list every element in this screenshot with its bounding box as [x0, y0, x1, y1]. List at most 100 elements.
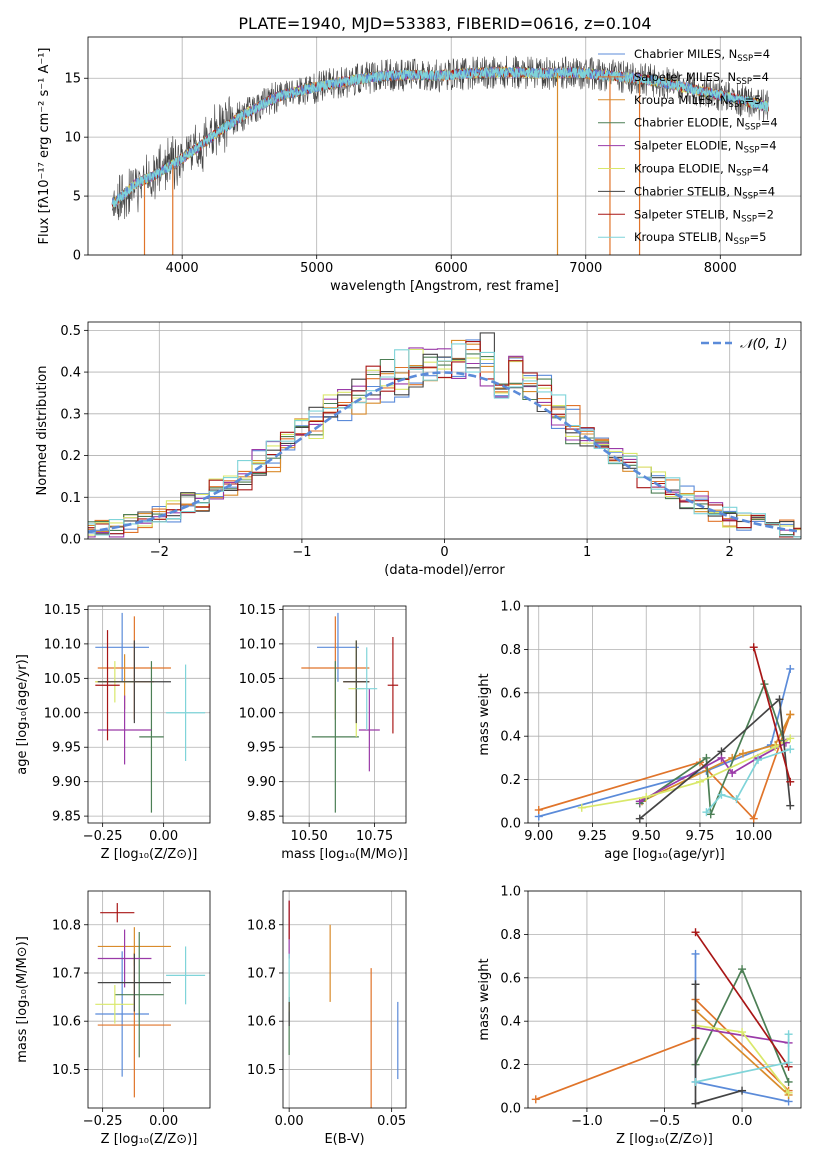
y-tick-label: 0.4	[500, 730, 521, 745]
spectrum-plot-area	[111, 55, 769, 255]
spectrum-panel: 4000 5000 6000 7000 8000 0 5 10 15 wavelength [An…	[37, 36, 802, 294]
errorbar-kroupa_elodie	[95, 985, 135, 1024]
weight-marker-kroupa_stelib	[786, 745, 795, 754]
errorbar-salpeter_elodie	[97, 695, 152, 765]
normal-reference-curve	[88, 371, 801, 533]
weight_vs_age-panel: 9.00 9.25 9.50 9.75 10.00 0.0 0.2 0.4 0.6 0.8 1.0 a…	[477, 600, 802, 862]
y-tick-label: 10.10	[44, 637, 81, 652]
x-tick-label: 4000	[166, 261, 199, 276]
x-tick-label: 1	[583, 545, 591, 560]
residuals-panel: −2 −1 0 1 2 0.0 0.1 0.2 0.3 0.4 0.5 (data-model)/er…	[35, 321, 802, 578]
errorbar-chabrier_elodie	[311, 661, 359, 813]
weight-marker-kroupa_elodie	[642, 792, 651, 801]
weight-marker-kroupa_elodie	[695, 777, 704, 786]
spectrum-series-salpeter_stelib	[111, 65, 769, 208]
errorbar-chabrier_elodie	[114, 931, 164, 1058]
errorbar-salpeter_elodie	[358, 688, 380, 772]
weight-marker-chabrier_stelib	[635, 814, 644, 823]
weight-line-salpeter_stelib	[752, 646, 792, 783]
weight-marker-chabrier_miles	[691, 949, 700, 958]
x-tick-label: 0.0	[732, 1114, 753, 1129]
axes-frame	[87, 321, 802, 540]
weight-marker-kroupa_miles	[738, 749, 747, 758]
y-tick-label: 1.0	[500, 600, 521, 615]
mass_vs_Z-panel: −0.25 0.00 10.5 10.6 10.7 10.8 Z [log₁₀(Z/Z⊙)]…	[15, 890, 211, 1147]
y-tick-label: 10.05	[44, 672, 81, 687]
weight-marker-salpeter_miles	[749, 814, 758, 823]
y-tick-label: 0.0	[500, 817, 521, 832]
errorbar-salpeter_stelib	[387, 637, 399, 734]
errorbar-chabrier_miles	[95, 951, 149, 1077]
y-tick-label: 10.6	[52, 1015, 81, 1030]
y-tick-label: 15	[64, 72, 81, 87]
weight-marker-kroupa_stelib	[717, 790, 726, 799]
axes-frame	[282, 605, 407, 824]
errorbar-chabrier_stelib	[97, 640, 171, 724]
weight-marker-chabrier_stelib	[691, 980, 700, 989]
weight-marker-kroupa_stelib	[691, 1077, 700, 1086]
x-tick-label: 2	[726, 545, 734, 560]
weight-marker-chabrier_stelib	[738, 1086, 747, 1095]
weight-marker-kroupa_stelib	[732, 795, 741, 804]
legend-entry-kroupa_miles: Kroupa MILES, NSSP=5	[634, 93, 761, 110]
errorbar-kroupa_stelib	[166, 664, 206, 761]
x-tick-label: −2	[150, 545, 169, 560]
figure-title: PLATE=1940, MJD=53383, FIBERID=0616, z=0…	[238, 14, 651, 33]
x-tick-label: 0.05	[377, 1114, 406, 1129]
weight-line-salpeter_stelib	[694, 931, 790, 1068]
weight-marker-salpeter_elodie	[728, 769, 737, 778]
histogram-kroupa_stelib	[88, 343, 801, 538]
errorbar-chabrier_miles	[95, 612, 149, 682]
spectrum-legend: Chabrier MILES, NSSP=4 Salpeter MILES, NS…	[598, 47, 778, 247]
histogram-chabrier_elodie	[88, 353, 801, 536]
histogram-kroupa_elodie	[88, 348, 801, 536]
x-tick-label: −0.5	[649, 1114, 681, 1129]
weight-marker-chabrier_elodie	[784, 1077, 793, 1086]
y-tick-label: 10.5	[52, 1063, 81, 1078]
axes-frame	[527, 605, 802, 824]
y-axis-label: age [log₁₀(age/yr)]	[15, 654, 30, 775]
errorbar-salpeter_stelib	[95, 630, 120, 741]
weight-line-chabrier_miles	[538, 668, 792, 818]
x-axis-label: wavelength [Angstrom, rest frame]	[330, 279, 559, 294]
histogram-salpeter_stelib	[88, 341, 801, 538]
x-tick-label: −0.25	[83, 1114, 123, 1129]
y-tick-label: 0.2	[500, 1058, 521, 1073]
weight-marker-chabrier_stelib	[786, 801, 795, 810]
y-tick-label: 10	[64, 131, 81, 146]
legend-entry-salpeter_miles: Salpeter MILES, NSSP=4	[634, 70, 769, 87]
histogram-chabrier_stelib	[88, 332, 801, 538]
errorbar-kroupa_stelib	[166, 946, 206, 1005]
x-tick-label: 8000	[704, 261, 737, 276]
weight-line-chabrier_stelib	[694, 984, 743, 1105]
weight-line-kroupa_miles	[694, 1009, 790, 1096]
y-tick-label: 0.6	[500, 971, 521, 986]
weight-marker-kroupa_stelib	[784, 1058, 793, 1067]
y-tick-label: 0.4	[60, 366, 81, 381]
weight-marker-chabrier_elodie	[738, 965, 747, 974]
y-tick-label: 5	[73, 190, 81, 205]
weight-marker-chabrier_stelib	[775, 695, 784, 704]
legend-entry-salpeter_elodie: Salpeter ELODIE, NSSP=4	[634, 139, 777, 156]
y-tick-label: 10.00	[239, 706, 276, 721]
y-tick-label: 9.90	[247, 775, 276, 790]
axes-frame	[87, 36, 802, 256]
x-tick-label: −1.0	[571, 1114, 603, 1129]
x-tick-label: 0.00	[149, 829, 178, 844]
y-axis-label: mass weight	[477, 958, 492, 1040]
weight-marker-kroupa_elodie	[784, 1088, 793, 1097]
x-axis-label: Z [log₁₀(Z/Z⊙)]	[101, 847, 198, 862]
errorbar-salpeter_stelib	[100, 903, 135, 923]
axes-frame	[87, 890, 211, 1109]
legend-entry-kroupa_stelib: Kroupa STELIB, NSSP=5	[634, 230, 766, 247]
errorbar-chabrier_miles	[317, 612, 359, 682]
y-tick-label: 0.0	[500, 1102, 521, 1117]
weight-marker-chabrier_elodie	[706, 810, 715, 819]
x-tick-label: 7000	[569, 261, 602, 276]
weight-marker-chabrier_stelib	[691, 1099, 700, 1108]
weight-marker-kroupa_miles	[786, 710, 795, 719]
spectrum-series-kroupa_stelib	[111, 66, 769, 208]
weight-marker-salpeter_stelib	[691, 928, 700, 937]
x-axis-label: mass [log₁₀(M/M⊙)]	[281, 847, 408, 862]
